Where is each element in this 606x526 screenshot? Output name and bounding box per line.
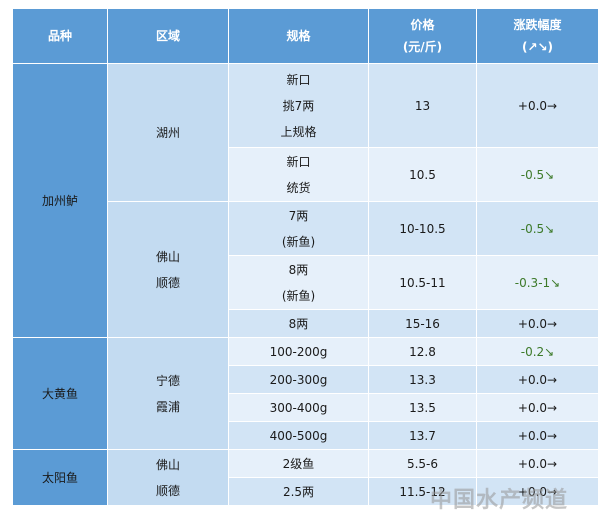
cell-line: 涨跌幅度 (513, 18, 562, 32)
header-row: 品种 区域 规格 价格 (元/斤) 涨跌幅度 (↗↘) (12, 8, 599, 64)
cell-line: 统货 (286, 180, 311, 195)
data-row: 大黄鱼 宁德 霞浦 100-200g 12.8 -0.2↘ (12, 337, 599, 450)
change-cell: +0.0→ (476, 449, 599, 478)
cell-line: 佛山 (155, 457, 180, 472)
data-row: 8两 15-16 +0.0→ (13, 309, 599, 338)
spec-cell: 400-500g (228, 421, 369, 450)
header-cell: 规格 (228, 8, 369, 64)
cell-line: 400-500g (269, 428, 328, 443)
data-row: 佛山顺德 7两 (新鱼) 10-10.5 -0.5↘ (13, 201, 599, 338)
cell-line: 霞浦 (155, 399, 180, 414)
price-cell: 10-10.5 (368, 201, 477, 256)
cell-line: 新口 (286, 72, 311, 87)
header-cell: 涨跌幅度 (↗↘) (476, 8, 599, 64)
region-cell: 湖州 (107, 63, 229, 202)
cell-line: 顺德 (155, 483, 180, 498)
cell-line: 100-200g (269, 344, 328, 359)
header-cell: 品种 (12, 8, 108, 64)
price-table: 品种 区域 规格 价格 (元/斤) 涨跌幅度 (↗↘) 加州鲈 湖州 新口 挑7两 上规格 13 +0.0… (12, 8, 599, 506)
data-row: 2.5两 11.5-12 +0.0→ (13, 477, 599, 506)
change-cell: +0.0→ (476, 421, 599, 450)
change-cell: +0.0→ (476, 393, 599, 422)
cell-line: (元/斤) (402, 40, 443, 54)
spec-cell: 新口 统货 (228, 147, 369, 202)
data-row: 8两 (新鱼) 10.5-11 -0.3-1↘ (13, 255, 599, 310)
change-cell: -0.3-1↘ (476, 255, 599, 310)
cell-line: 2级鱼 (282, 456, 315, 471)
spec-cell: 2.5两 (228, 477, 369, 506)
change-cell: +0.0→ (476, 477, 599, 506)
change-cell: +0.0→ (476, 365, 599, 394)
data-row: 新口 统货 10.5 -0.5↘ (13, 147, 599, 202)
cell-line: 8两 (288, 316, 309, 331)
region-cell: 宁德 霞浦 (107, 337, 229, 450)
price-cell: 13.3 (368, 365, 477, 394)
region-cell: 佛山 顺德 (107, 449, 229, 506)
cell-line: 价格 (410, 18, 435, 32)
species-cell: 加州鲈 (12, 63, 108, 338)
spec-cell: 新口挑7两上规格 (228, 63, 369, 148)
price-cell: 13 (368, 63, 477, 148)
price-cell: 13.7 (368, 421, 477, 450)
price-cell: 12.8 (368, 337, 477, 366)
data-row: 300-400g 13.5 +0.0→ (13, 393, 599, 422)
spec-cell: 7两 (新鱼) (228, 201, 369, 256)
cell-line: 200-300g (269, 372, 328, 387)
cell-line: 300-400g (269, 400, 328, 415)
cell-line: 顺德 (155, 275, 180, 290)
cell-line: 佛山 (155, 249, 180, 264)
cell-line: 区域 (155, 29, 180, 43)
spec-cell: 8两 (新鱼) (228, 255, 369, 310)
price-cell: 5.5-6 (368, 449, 477, 478)
cell-line: 宁德 (155, 373, 180, 388)
change-cell: -0.5↘ (476, 201, 599, 256)
header-cell: 价格 (元/斤) (368, 8, 477, 64)
spec-cell: 8两 (228, 309, 369, 338)
spec-cell: 2级鱼 (228, 449, 369, 478)
cell-line: (新鱼) (281, 288, 316, 303)
spec-cell: 300-400g (228, 393, 369, 422)
cell-line: 规格 (286, 29, 311, 43)
cell-line: 7两 (288, 208, 309, 223)
cell-line: 8两 (288, 262, 309, 277)
price-cell: 10.5 (368, 147, 477, 202)
price-cell: 15-16 (368, 309, 477, 338)
price-cell: 10.5-11 (368, 255, 477, 310)
spec-cell: 200-300g (228, 365, 369, 394)
cell-line: (新鱼) (281, 234, 316, 249)
change-cell: +0.0→ (476, 63, 599, 148)
data-row: 400-500g 13.7 +0.0→ (13, 421, 599, 450)
price-cell: 13.5 (368, 393, 477, 422)
data-row: 200-300g 13.3 +0.0→ (13, 365, 599, 394)
change-cell: -0.5↘ (476, 147, 599, 202)
change-cell: +0.0→ (476, 309, 599, 338)
cell-line: 湖州 (155, 125, 180, 140)
watermark: 中国水产频道 (430, 488, 569, 513)
cell-line: 上规格 (280, 124, 317, 139)
cell-line: (↗↘) (521, 40, 554, 54)
data-row: 加州鲈 湖州 新口 挑7两 上规格 13 +0.0→ (12, 63, 599, 338)
cell-line: 新口 (286, 154, 311, 169)
species-cell: 大黄鱼 (12, 337, 108, 450)
cell-line: 2.5两 (282, 484, 315, 499)
region-cell: 佛山 顺德 (107, 201, 229, 338)
change-cell: -0.2↘ (476, 337, 599, 366)
cell-line: 挑7两 (282, 98, 315, 113)
cell-line: 品种 (47, 29, 72, 43)
data-row: 太阳鱼 佛山 顺德 2级鱼 5.5-6 +0.0→ (12, 449, 599, 506)
price-cell: 11.5-12 (368, 477, 477, 506)
spec-cell: 100-200g (228, 337, 369, 366)
header-cell: 区域 (107, 8, 229, 64)
species-cell: 太阳鱼 (12, 449, 108, 506)
